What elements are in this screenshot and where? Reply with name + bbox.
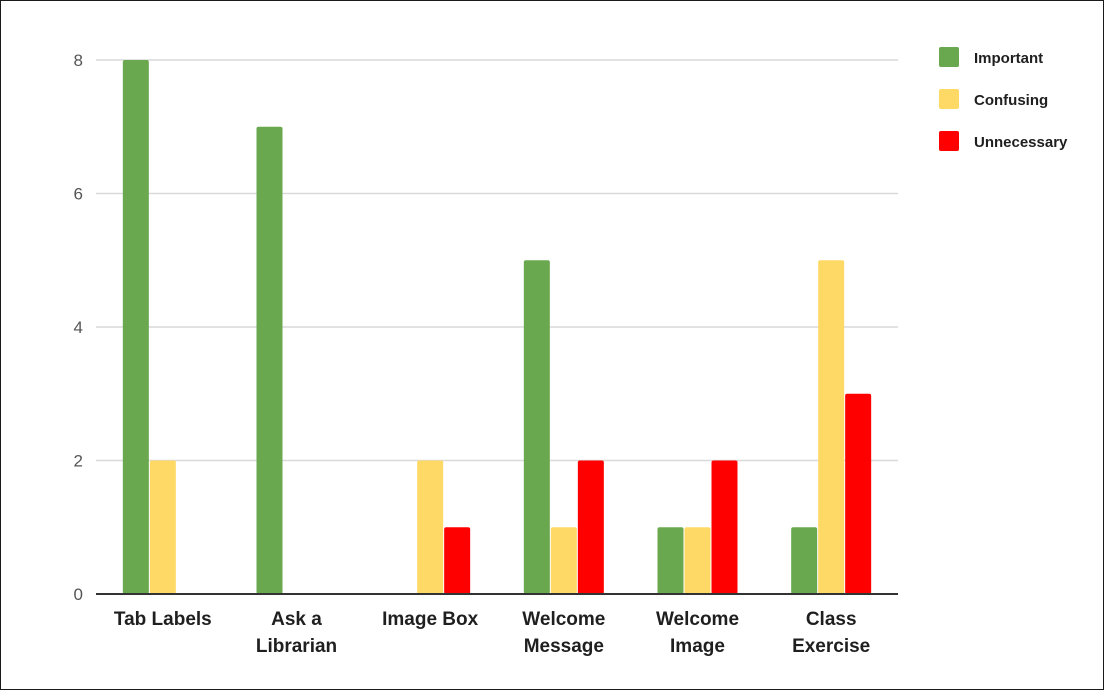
x-tick-label: Welcome [522, 609, 605, 630]
bar-unnecessary [845, 393, 872, 594]
bar-confusing [684, 527, 711, 594]
y-tick-label: 8 [74, 51, 83, 70]
y-axis-ticks: 0 2 4 6 8 [74, 51, 83, 604]
x-tick-label: Exercise [792, 636, 870, 657]
bar-important [657, 527, 684, 594]
legend: Important Confusing Unnecessary [939, 47, 1068, 151]
bar-important [791, 527, 818, 594]
bar-confusing [149, 460, 176, 594]
y-tick-label: 4 [74, 318, 83, 337]
x-tick-label: Image [670, 636, 725, 657]
legend-swatch-important [939, 47, 959, 67]
x-tick-label: Tab Labels [114, 609, 212, 630]
bar-unnecessary [711, 460, 738, 594]
bar-unnecessary [444, 527, 471, 594]
bars [122, 60, 872, 594]
x-tick-label: Welcome [656, 609, 739, 630]
bar-confusing [550, 527, 577, 594]
x-tick-label: Message [524, 636, 604, 657]
bar-important [256, 126, 283, 594]
bar-important [122, 60, 149, 594]
gridlines [96, 59, 898, 462]
x-tick-label: Image Box [382, 609, 479, 630]
x-tick-label: Ask a [271, 609, 322, 630]
bar-important [523, 260, 550, 594]
y-tick-label: 6 [74, 185, 83, 204]
y-tick-label: 2 [74, 452, 83, 471]
legend-swatch-unnecessary [939, 131, 959, 151]
bar-unnecessary [577, 460, 604, 594]
x-axis-labels: Tab Labels Ask a Librarian Image Box Welcome… [114, 609, 870, 657]
x-tick-label: Class [806, 609, 857, 630]
legend-label-important: Important [974, 50, 1043, 67]
y-tick-label: 0 [74, 585, 83, 604]
legend-label-unnecessary: Unnecessary [974, 134, 1068, 151]
bar-confusing [417, 460, 444, 594]
legend-swatch-confusing [939, 89, 959, 109]
x-tick-label: Librarian [256, 636, 337, 657]
legend-label-confusing: Confusing [974, 92, 1048, 109]
bar-confusing [818, 260, 845, 594]
